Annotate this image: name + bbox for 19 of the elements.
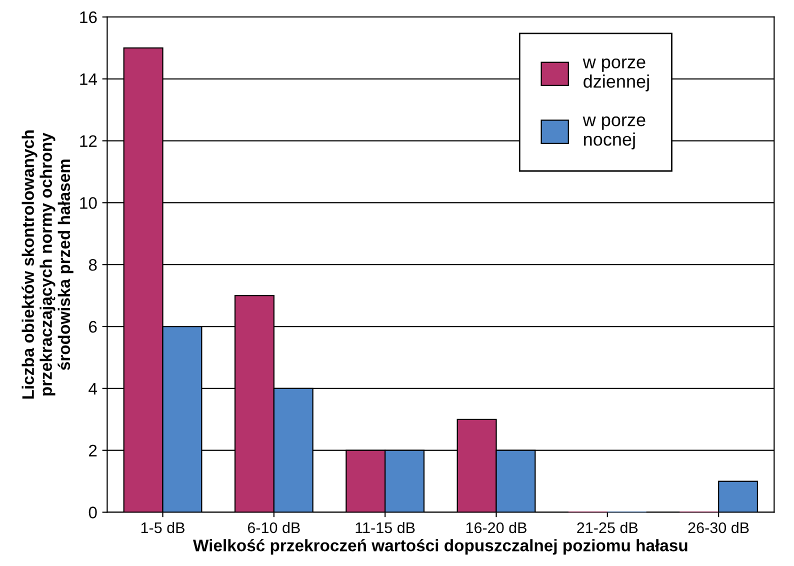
legend-label: w porze nocnej xyxy=(582,116,646,150)
y-tick-label: 12 xyxy=(80,135,97,147)
y-axis-title: Liczba obiektów skontrolowanych przekraczających normy ochrony środowiska przed hałasem xyxy=(22,130,74,399)
legend-label: w porze dziennej xyxy=(582,58,649,92)
x-axis-title: Wielkość przekroczeń wartości dopuszczalnej poziomu hałasu xyxy=(193,538,688,555)
y-tick-label: 2 xyxy=(89,444,97,456)
y-tick-label: 0 xyxy=(88,506,97,518)
y-tick-label: 16 xyxy=(80,11,97,24)
x-tick-label: 21-25 dB xyxy=(577,522,638,534)
y-tick-label: 6 xyxy=(89,320,97,333)
x-tick-label: 11-15 dB xyxy=(356,522,415,534)
x-tick-label: 26-30 dB xyxy=(688,522,749,534)
x-tick-label: 1-5 dB xyxy=(141,522,184,534)
x-tick-label: 16-20 dB xyxy=(466,522,526,534)
x-tick-label: 6-10 dB xyxy=(248,522,300,534)
y-tick-label: 4 xyxy=(88,382,97,394)
y-tick-label: 8 xyxy=(88,259,97,271)
y-tick-label: 14 xyxy=(80,73,97,85)
y-tick-label: 10 xyxy=(80,197,97,209)
